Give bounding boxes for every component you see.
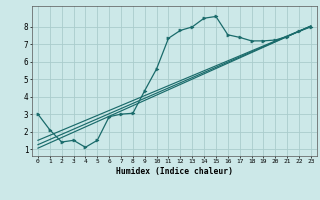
X-axis label: Humidex (Indice chaleur): Humidex (Indice chaleur)	[116, 167, 233, 176]
